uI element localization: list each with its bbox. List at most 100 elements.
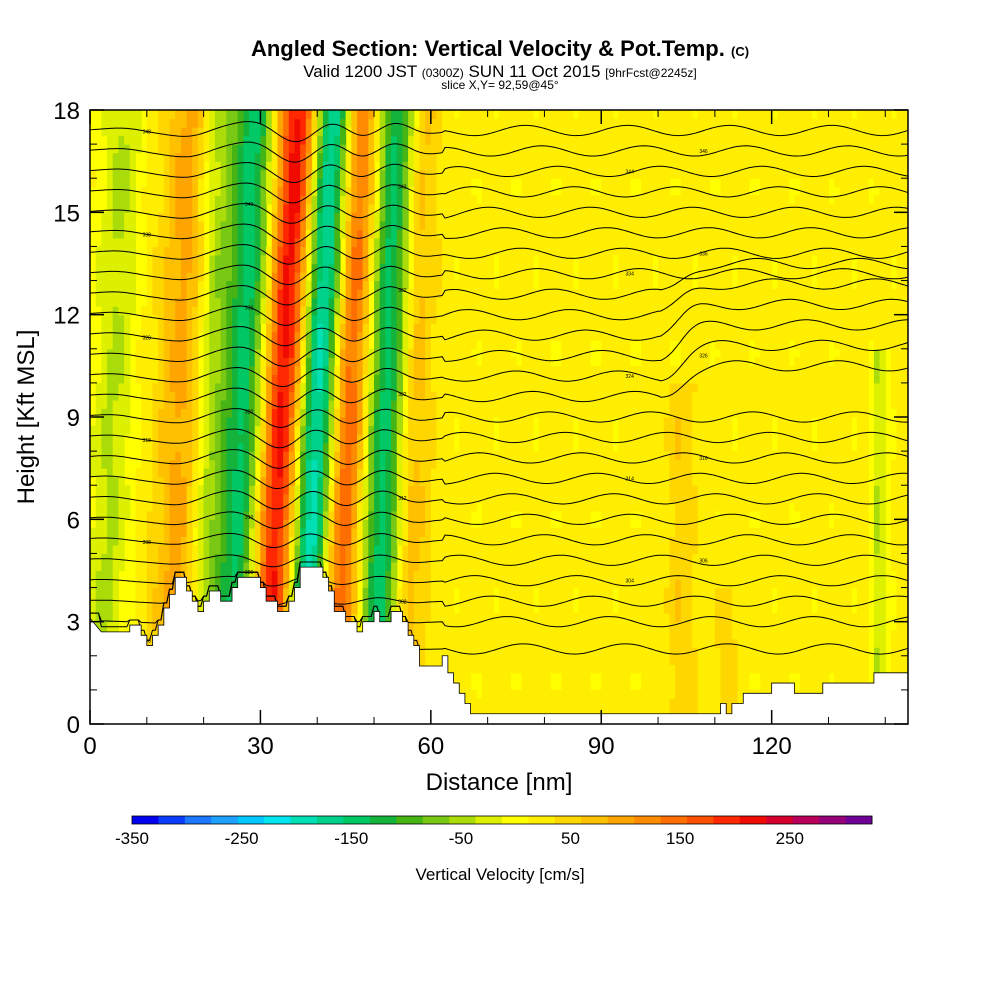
- velocity-cell: [163, 331, 171, 341]
- velocity-cell: [356, 340, 364, 350]
- velocity-cell: [391, 280, 398, 290]
- velocity-cell: [266, 314, 273, 324]
- velocity-cell: [260, 374, 267, 384]
- velocity-cell: [294, 536, 301, 546]
- velocity-cell: [487, 647, 494, 657]
- velocity-cell: [345, 152, 352, 162]
- velocity-cell: [300, 408, 307, 418]
- velocity-cell: [107, 314, 114, 324]
- velocity-cell: [419, 621, 426, 631]
- velocity-cell: [260, 212, 267, 222]
- velocity-cell: [470, 314, 477, 324]
- velocity-cell: [288, 118, 296, 128]
- velocity-cell: [493, 135, 500, 145]
- velocity-cell: [385, 340, 392, 350]
- velocity-cell: [481, 613, 489, 623]
- velocity-cell: [334, 493, 341, 503]
- velocity-cell: [243, 570, 250, 580]
- velocity-cell: [459, 502, 466, 512]
- velocity-cell: [464, 203, 472, 213]
- velocity-cell: [413, 152, 421, 162]
- velocity-cell: [192, 178, 199, 188]
- velocity-cell: [442, 604, 449, 614]
- velocity-cell: [163, 544, 171, 555]
- velocity-cell: [334, 451, 341, 461]
- velocity-cell: [124, 186, 131, 196]
- velocity-cell: [243, 186, 250, 196]
- velocity-cell: [408, 314, 415, 324]
- velocity-cell: [152, 476, 159, 486]
- velocity-cell: [163, 280, 171, 290]
- velocity-cell: [192, 561, 199, 572]
- velocity-cell: [311, 144, 318, 154]
- velocity-cell: [163, 263, 171, 273]
- velocity-cell: [362, 297, 369, 307]
- velocity-cell: [141, 374, 148, 384]
- velocity-cell: [510, 246, 517, 256]
- velocity-cell: [481, 340, 489, 350]
- velocity-cell: [345, 604, 352, 614]
- velocity-cell: [192, 434, 199, 444]
- velocity-cell: [459, 365, 466, 375]
- velocity-cell: [271, 246, 279, 256]
- velocity-cell: [311, 493, 318, 503]
- velocity-cell: [186, 357, 193, 367]
- velocity-cell: [345, 220, 352, 230]
- velocity-cell: [141, 434, 148, 444]
- velocity-cell: [118, 502, 125, 512]
- velocity-cell: [430, 314, 438, 324]
- velocity-cell: [175, 135, 182, 145]
- velocity-cell: [266, 459, 273, 469]
- velocity-cell: [459, 510, 466, 520]
- velocity-cell: [107, 544, 114, 555]
- velocity-cell: [254, 237, 262, 248]
- velocity-cell: [226, 357, 233, 367]
- velocity-cell: [158, 331, 165, 341]
- velocity-cell: [430, 655, 438, 665]
- velocity-cell: [266, 451, 273, 461]
- velocity-cell: [107, 178, 114, 188]
- velocity-cell: [112, 570, 119, 580]
- velocity-cell: [158, 306, 165, 316]
- velocity-cell: [470, 135, 477, 145]
- velocity-cell: [322, 476, 330, 486]
- velocity-cell: [243, 519, 250, 529]
- velocity-cell: [487, 365, 494, 375]
- velocity-cell: [220, 391, 227, 401]
- velocity-cell: [243, 408, 250, 418]
- velocity-cell: [135, 493, 142, 503]
- velocity-cell: [470, 161, 477, 171]
- velocity-cell: [317, 510, 324, 520]
- velocity-cell: [192, 263, 199, 273]
- velocity-cell: [266, 527, 273, 537]
- velocity-cell: [368, 399, 375, 410]
- velocity-cell: [311, 357, 318, 367]
- velocity-cell: [510, 254, 517, 265]
- velocity-cell: [504, 689, 511, 700]
- velocity-cell: [368, 468, 375, 478]
- velocity-cell: [351, 229, 358, 239]
- velocity-cell: [436, 468, 443, 478]
- velocity-cell: [294, 323, 301, 333]
- velocity-cell: [464, 638, 472, 648]
- velocity-cell: [294, 502, 301, 512]
- velocity-cell: [277, 536, 284, 546]
- velocity-cell: [283, 220, 290, 230]
- velocity-cell: [146, 587, 154, 597]
- velocity-cell: [232, 144, 239, 154]
- velocity-cell: [356, 289, 364, 299]
- velocity-cell: [391, 135, 398, 145]
- velocity-cell: [112, 408, 119, 418]
- velocity-cell: [254, 417, 262, 427]
- velocity-cell: [118, 195, 125, 205]
- velocity-cell: [408, 357, 415, 367]
- velocity-cell: [362, 340, 369, 350]
- velocity-cell: [374, 587, 381, 597]
- velocity-cell: [464, 655, 472, 665]
- velocity-cell: [362, 169, 369, 179]
- velocity-cell: [95, 280, 102, 290]
- velocity-cell: [249, 519, 256, 529]
- velocity-cell: [470, 323, 477, 333]
- velocity-cell: [271, 399, 279, 410]
- velocity-cell: [158, 459, 165, 469]
